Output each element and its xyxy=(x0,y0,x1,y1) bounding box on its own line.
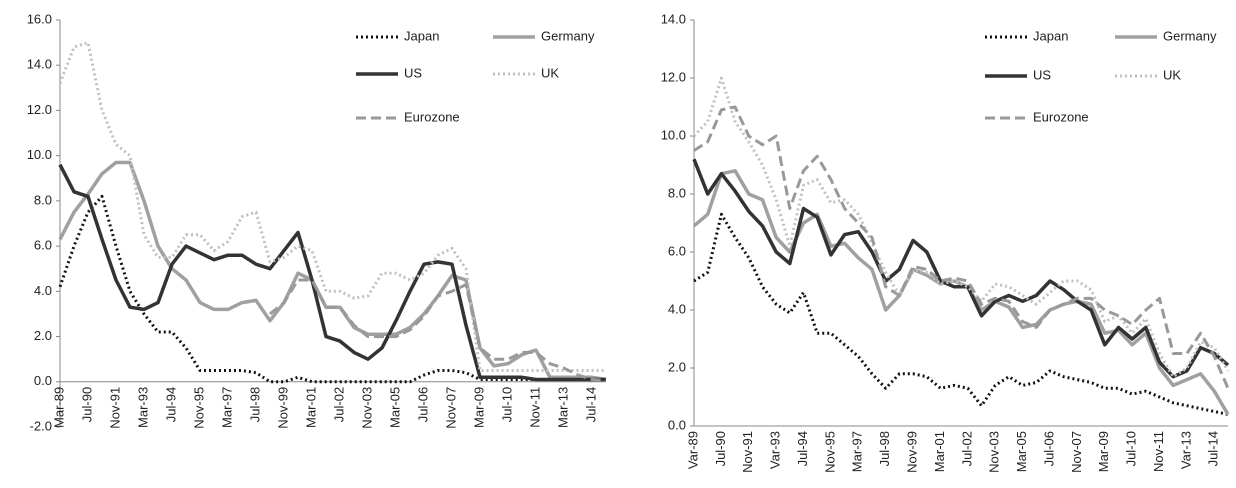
x-tick-label: Jul-94 xyxy=(795,431,810,466)
series-line xyxy=(58,160,607,382)
y-tick-label: 12.0 xyxy=(661,69,686,84)
y-tick-label: 2.0 xyxy=(668,359,686,374)
x-tick-label: Nov-11 xyxy=(527,387,542,428)
x-tick-label: Nov-99 xyxy=(275,387,290,429)
series-line xyxy=(693,105,1230,389)
series-line xyxy=(58,163,606,382)
series-line xyxy=(58,41,606,372)
x-tick-label: Jul-02 xyxy=(331,387,346,422)
legend-label: Germany xyxy=(1163,28,1217,43)
x-tick-label: Mar-05 xyxy=(387,387,402,428)
line-chart: 0.0 2.0 4.0 6.0 8.0 10.0 12.0 14.0 Var-89 Jul-90 N… xyxy=(661,11,1230,473)
x-tick-label: Jul-90 xyxy=(713,431,728,466)
x-tick-label: Nov-95 xyxy=(822,431,837,473)
line-chart: -2.0 0.0 2.0 4.0 6.0 8.0 10.0 12.0 14.0 16.0 Mar-8… xyxy=(27,11,607,433)
x-tick-label: Jul-94 xyxy=(163,387,178,422)
x-tick-label: Nov-11 xyxy=(1151,431,1166,472)
x-tick-label: Nov-91 xyxy=(740,431,755,473)
y-tick-label: 10.0 xyxy=(661,127,686,142)
x-tick-label: Mar-97 xyxy=(219,387,234,428)
x-tick-label: Mar-89 xyxy=(51,387,66,428)
x-tick-label: Jul-10 xyxy=(1124,431,1139,466)
x-tick-label: Nov-07 xyxy=(443,387,458,429)
y-tick-label: 16.0 xyxy=(27,11,52,26)
x-tick-label: Mar-13 xyxy=(555,387,570,428)
y-tick-label: 6.0 xyxy=(34,238,52,253)
x-tick-label: Nov-07 xyxy=(1069,431,1084,473)
legend-label: Japan xyxy=(1033,28,1068,43)
legend-label: US xyxy=(404,65,422,80)
y-tick-label: 0.0 xyxy=(34,373,52,388)
legend-label: UK xyxy=(541,65,559,80)
series-line xyxy=(692,76,1230,379)
y-tick-label: -2.0 xyxy=(30,418,52,433)
x-tick-label: Mar-09 xyxy=(1096,431,1111,472)
x-tick-label: Jul-14 xyxy=(583,387,598,422)
x-tick-label: Var-93 xyxy=(768,431,783,469)
x-tick-label: Jul-90 xyxy=(79,387,94,422)
x-tick-label: Jul-14 xyxy=(1206,431,1221,466)
x-tick-label: Var-13 xyxy=(1178,431,1193,469)
series-line xyxy=(692,158,1230,379)
x-tick-label: Nov-91 xyxy=(107,387,122,429)
legend-label: Germany xyxy=(541,28,595,43)
y-tick-label: 4.0 xyxy=(34,283,52,298)
series-line xyxy=(692,169,1230,416)
x-tick-label: Nov-03 xyxy=(359,387,374,429)
legend-label: Japan xyxy=(404,28,439,43)
x-tick-label: Mar-01 xyxy=(932,431,947,472)
x-tick-label: Mar-01 xyxy=(303,387,318,428)
x-tick-label: Mar-05 xyxy=(1014,431,1029,472)
x-tick-label: Jul-06 xyxy=(1041,431,1056,466)
x-tick-label: Mar-97 xyxy=(850,431,865,472)
x-tick-label: Jul-02 xyxy=(959,431,974,466)
y-tick-label: 10.0 xyxy=(27,147,52,162)
x-tick-label: Nov-03 xyxy=(987,431,1002,473)
y-tick-label: 14.0 xyxy=(27,57,52,72)
x-tick-label: Jul-98 xyxy=(877,431,892,466)
y-tick-label: 8.0 xyxy=(668,185,686,200)
y-tick-label: 0.0 xyxy=(668,417,686,432)
legend-label: Eurozone xyxy=(404,109,460,124)
legend-label: Eurozone xyxy=(1033,109,1089,124)
x-tick-label: Nov-95 xyxy=(191,387,206,429)
series-line xyxy=(269,278,607,383)
x-tick-label: Jul-10 xyxy=(499,387,514,422)
x-tick-label: Mar-93 xyxy=(135,387,150,428)
x-tick-label: Jul-98 xyxy=(247,387,262,422)
y-tick-label: 12.0 xyxy=(27,102,52,117)
y-tick-label: 4.0 xyxy=(668,301,686,316)
x-tick-label: Jul-06 xyxy=(415,387,430,422)
y-tick-label: 2.0 xyxy=(34,328,52,343)
x-tick-label: Nov-99 xyxy=(905,431,920,473)
x-tick-label: Var-89 xyxy=(685,431,700,469)
y-tick-label: 8.0 xyxy=(34,192,52,207)
x-tick-label: Mar-09 xyxy=(471,387,486,428)
legend-label: UK xyxy=(1163,67,1181,82)
y-tick-label: 14.0 xyxy=(661,11,686,26)
y-tick-label: 6.0 xyxy=(668,243,686,258)
legend-label: US xyxy=(1033,67,1051,82)
